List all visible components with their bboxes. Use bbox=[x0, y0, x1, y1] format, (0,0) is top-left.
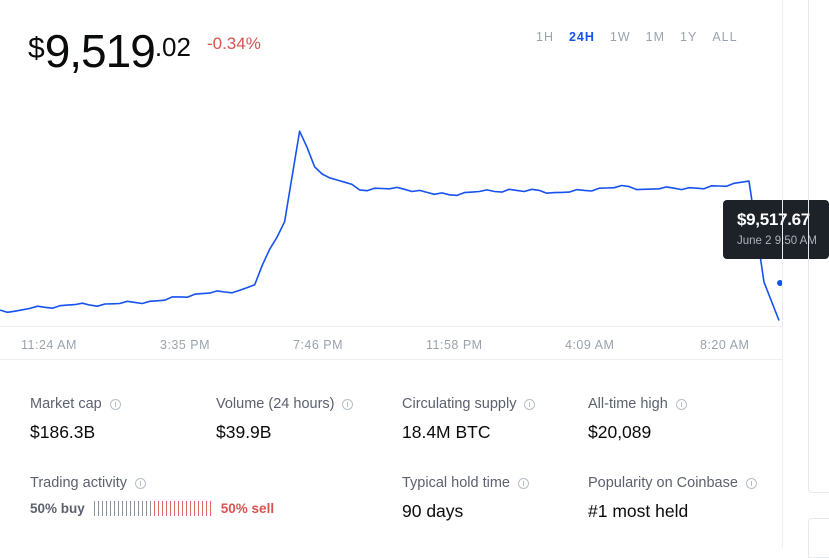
price-line bbox=[0, 130, 780, 321]
tab-all[interactable]: ALL bbox=[712, 30, 738, 44]
buy-bar bbox=[109, 501, 112, 516]
x-tick-label: 4:09 AM bbox=[565, 338, 615, 352]
sell-bar bbox=[197, 501, 200, 516]
stat-all-time-high: All-time high $20,089 bbox=[588, 396, 687, 443]
sell-percentage: 50% sell bbox=[220, 501, 275, 516]
buy-bar bbox=[113, 501, 116, 516]
stat-label: All-time high bbox=[588, 396, 668, 412]
hover-point bbox=[777, 280, 782, 286]
stat-value: #1 most held bbox=[588, 501, 689, 521]
sell-bar bbox=[201, 501, 204, 516]
stats-divider bbox=[0, 359, 782, 360]
tab-1h[interactable]: 1H bbox=[536, 30, 554, 44]
buy-bar bbox=[141, 501, 144, 516]
x-tick-label: 11:24 AM bbox=[21, 338, 77, 352]
side-panel-card bbox=[808, 518, 829, 558]
info-icon[interactable] bbox=[518, 477, 529, 489]
buy-bar bbox=[105, 501, 108, 516]
range-tabs: 1H 24H 1W 1M 1Y ALL bbox=[536, 30, 753, 44]
activity-bars bbox=[93, 501, 214, 516]
stat-label: Market cap bbox=[30, 396, 102, 412]
stat-volume: Volume (24 hours) $39.9B bbox=[216, 396, 354, 443]
stat-market-cap: Market cap $186.3B bbox=[30, 396, 121, 443]
buy-bar bbox=[149, 501, 152, 516]
buy-bar bbox=[97, 501, 100, 516]
buy-bar bbox=[145, 501, 148, 516]
stat-value: $20,089 bbox=[588, 422, 652, 442]
info-icon[interactable] bbox=[524, 398, 536, 410]
stat-circulating-supply: Circulating supply 18.4M BTC bbox=[402, 396, 536, 443]
price-tooltip: $9,517.67 June 2 9:50 AM bbox=[723, 200, 829, 259]
info-icon[interactable] bbox=[745, 477, 757, 489]
stat-label: Circulating supply bbox=[402, 396, 517, 412]
sell-bar bbox=[181, 501, 184, 516]
x-tick-label: 8:20 AM bbox=[700, 338, 750, 352]
stat-label: Typical hold time bbox=[402, 475, 510, 491]
price-main: 9,519 bbox=[44, 25, 156, 77]
sell-bar bbox=[173, 501, 176, 516]
stat-value: $186.3B bbox=[30, 422, 96, 442]
sell-bar bbox=[169, 501, 172, 516]
panel-divider bbox=[782, 0, 783, 548]
x-tick-label: 3:35 PM bbox=[160, 338, 211, 352]
side-panel-card bbox=[808, 0, 829, 493]
x-axis-line bbox=[0, 326, 782, 327]
stat-value: $39.9B bbox=[216, 422, 272, 442]
sell-bar bbox=[157, 501, 160, 516]
price-currency: $ bbox=[28, 32, 45, 65]
price-change: -0.34% bbox=[206, 34, 261, 53]
stat-value: 18.4M BTC bbox=[402, 422, 491, 442]
trading-activity-meter: 50% buy 50% sell bbox=[30, 501, 274, 516]
info-icon[interactable] bbox=[134, 477, 146, 489]
info-icon[interactable] bbox=[109, 398, 121, 410]
tab-1y[interactable]: 1Y bbox=[680, 30, 698, 44]
buy-bar bbox=[117, 501, 120, 516]
price-display: $ 9,519 .02 -0.34% bbox=[28, 28, 261, 74]
buy-bar bbox=[125, 501, 128, 516]
tooltip-date: June 2 9:50 AM bbox=[737, 235, 817, 247]
stat-value: 90 days bbox=[402, 501, 464, 521]
buy-bar bbox=[129, 501, 132, 516]
buy-bar bbox=[137, 501, 140, 516]
sell-bar bbox=[165, 501, 168, 516]
buy-bar bbox=[93, 501, 96, 516]
stat-popularity: Popularity on Coinbase #1 most held bbox=[588, 475, 757, 522]
stat-trading-activity: Trading activity 50% buy 50% sell bbox=[30, 475, 274, 516]
info-icon[interactable] bbox=[675, 398, 687, 410]
tab-1w[interactable]: 1W bbox=[609, 30, 631, 44]
sell-bar bbox=[193, 501, 196, 516]
tooltip-price: $9,517.67 bbox=[737, 210, 810, 229]
stat-label: Popularity on Coinbase bbox=[588, 475, 738, 491]
sell-bar bbox=[205, 501, 208, 516]
price-cents: .02 bbox=[154, 32, 191, 62]
price-chart[interactable] bbox=[0, 0, 782, 330]
stat-typical-hold-time: Typical hold time 90 days bbox=[402, 475, 529, 522]
buy-bar bbox=[133, 501, 136, 516]
buy-percentage: 50% buy bbox=[30, 501, 85, 516]
stat-label: Volume (24 hours) bbox=[216, 396, 335, 412]
tab-24h[interactable]: 24H bbox=[568, 30, 595, 44]
tab-1m[interactable]: 1M bbox=[645, 30, 666, 44]
sell-bar bbox=[153, 501, 156, 516]
sell-bar bbox=[185, 501, 188, 516]
x-tick-label: 7:46 PM bbox=[293, 338, 344, 352]
stat-label: Trading activity bbox=[30, 475, 127, 491]
sell-bar bbox=[209, 501, 212, 516]
buy-bar bbox=[121, 501, 124, 516]
info-icon[interactable] bbox=[342, 398, 354, 410]
x-tick-label: 11:58 PM bbox=[426, 338, 483, 352]
sell-bar bbox=[161, 501, 164, 516]
sell-bar bbox=[177, 501, 180, 516]
sell-bar bbox=[189, 501, 192, 516]
buy-bar bbox=[101, 501, 104, 516]
